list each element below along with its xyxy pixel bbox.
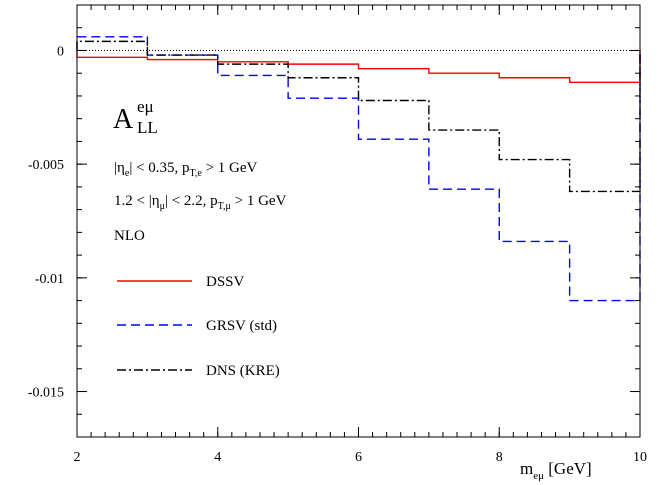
legend-label-dssv: DSSV xyxy=(206,274,245,290)
muon-cut-label: 1.2 < |ημ| < 2.2, pT,μ > 1 GeV xyxy=(114,193,287,212)
x-tick-label: 6 xyxy=(355,450,362,465)
asymmetry-title-subscript: LL xyxy=(137,118,158,137)
series-dssv-line xyxy=(76,50,641,84)
order-label: NLO xyxy=(114,228,145,244)
plot-frame xyxy=(76,4,641,438)
y-tick-label: -0.005 xyxy=(28,158,64,173)
axis-ticks: 2 4 6 8 10 0 -0.005 -0.01 -0.015 xyxy=(28,4,647,465)
x-tick-label: 10 xyxy=(633,450,647,465)
legend: DSSV GRSV (std) DNS (KRE) xyxy=(117,274,280,379)
x-tick-label: 8 xyxy=(496,450,503,465)
series-group xyxy=(76,36,641,302)
series-dns-kre-line xyxy=(76,40,641,193)
asymmetry-title: A xyxy=(113,104,134,135)
x-axis-label: meμ [GeV] xyxy=(520,459,592,482)
y-tick-label: -0.01 xyxy=(35,272,64,287)
x-tick-label: 2 xyxy=(74,450,81,465)
legend-label-grsv: GRSV (std) xyxy=(206,318,277,334)
asymmetry-title-superscript: eμ xyxy=(137,97,154,116)
y-tick-label: -0.015 xyxy=(28,386,64,401)
x-tick-label: 4 xyxy=(214,450,221,465)
legend-label-dns: DNS (KRE) xyxy=(206,363,280,379)
y-tick-label: 0 xyxy=(57,44,64,59)
electron-cut-label: |ηe| < 0.35, pT,e > 1 GeV xyxy=(114,160,258,179)
